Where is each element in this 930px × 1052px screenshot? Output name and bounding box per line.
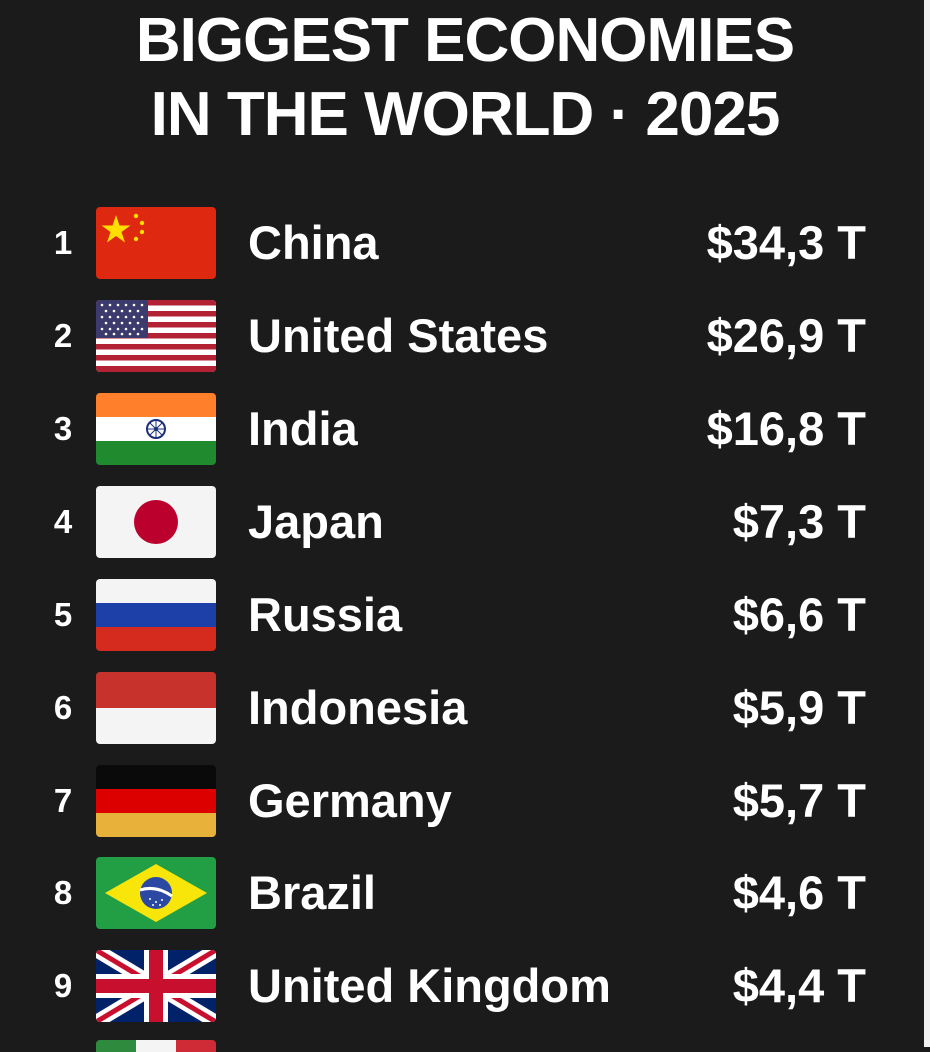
list-item: 7 Germany $5,7 T (0, 762, 930, 840)
country-name: United Kingdom (248, 959, 611, 1012)
country-name: United States (248, 309, 549, 362)
list-item: 8 Brazil $4,6 T (0, 854, 930, 932)
country-name: Brazil (248, 866, 376, 919)
rank-number: 8 (53, 874, 73, 911)
list-item: 2 Unite (0, 297, 930, 375)
country-name: Japan (248, 495, 384, 548)
rank-number: 2 (53, 317, 73, 354)
rank-number: 6 (53, 689, 73, 726)
rank-number: 5 (53, 596, 73, 633)
gdp-value: $4,6 T (732, 866, 866, 919)
gdp-value: $34,3 T (706, 216, 866, 269)
usa-flag-icon (96, 300, 216, 372)
indonesia-flag-icon (96, 672, 216, 744)
country-name: India (248, 402, 358, 455)
list-item: 6 Indonesia $5,9 T (0, 669, 930, 747)
list-item: 1 China $34,3 T (0, 204, 930, 282)
right-edge-divider (924, 0, 930, 1047)
rank-number: 1 (53, 224, 73, 261)
gdp-value: $5,9 T (732, 681, 866, 734)
title-line-2: IN THE WORLD · 2025 (150, 80, 781, 149)
page-title: BIGGEST ECONOMIES IN THE WORLD · 2025 (0, 0, 930, 152)
rank-number: 3 (53, 410, 73, 447)
list-item: 5 Russia $6,6 T (0, 576, 930, 654)
rank-number: 9 (53, 967, 73, 1004)
gdp-value: $7,3 T (732, 495, 866, 548)
country-name: Indonesia (248, 681, 468, 734)
rank-number: 4 (53, 503, 73, 540)
china-flag-icon (96, 207, 216, 279)
japan-flag-icon (96, 486, 216, 558)
partial-flag-icon (96, 1040, 216, 1052)
gdp-value: $4,4 T (732, 959, 866, 1012)
uk-flag-icon (96, 950, 216, 1022)
russia-flag-icon (96, 579, 216, 651)
list-item: 3 India $16,8 T (0, 390, 930, 468)
rank-number: 7 (53, 782, 73, 819)
country-name: Germany (248, 774, 452, 827)
gdp-value: $26,9 T (706, 309, 866, 362)
country-name: China (248, 216, 379, 269)
india-flag-icon (96, 393, 216, 465)
list-item: 9 United Kingdom $4,4 T (0, 947, 930, 1025)
list-item: 4 Japan $7,3 T (0, 483, 930, 561)
title-line-1: BIGGEST ECONOMIES (135, 6, 795, 75)
gdp-value: $16,8 T (706, 402, 866, 455)
gdp-value: $6,6 T (732, 588, 866, 641)
brazil-flag-icon (96, 857, 216, 929)
germany-flag-icon (96, 765, 216, 837)
country-name: Russia (248, 588, 403, 641)
gdp-value: $5,7 T (732, 774, 866, 827)
